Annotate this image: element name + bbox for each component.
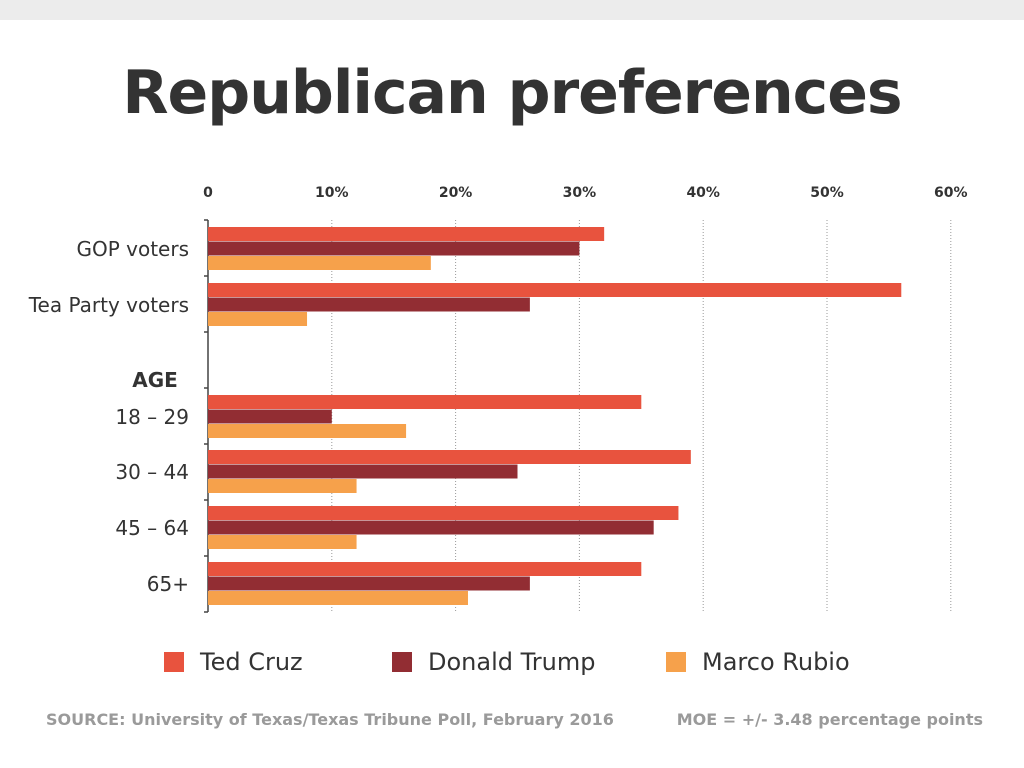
x-tick-label: 50%: [810, 185, 844, 201]
bar-chart: 0 10% 20% 30% 40% 50% 60% GOP voters Tea Party v…: [28, 185, 968, 613]
legend-label-donald-trump: Donald Trump: [428, 648, 596, 676]
x-tick-label: 30%: [563, 185, 597, 201]
source-note: SOURCE: University of Texas/Texas Tribun…: [46, 710, 614, 729]
x-tick-label: 40%: [686, 185, 720, 201]
legend-item-marco-rubio: Marco Rubio: [666, 645, 850, 679]
moe-note: MOE = +/- 3.48 percentage points: [676, 710, 983, 729]
legend-swatch-marco-rubio: [666, 652, 686, 672]
bar-marco-rubio-gop-voters: [208, 256, 431, 270]
bar-ted-cruz-tea-party-voters: [208, 283, 902, 297]
x-tick-label: 60%: [934, 185, 968, 201]
bar-donald-trump-30-44: [208, 464, 518, 479]
category-label-45-64: 45 – 64: [115, 516, 189, 540]
bar-marco-rubio-30-44: [208, 479, 357, 493]
top-bar: [0, 0, 1024, 20]
bar-donald-trump-gop-voters: [208, 241, 580, 256]
section-label-age: AGE: [132, 368, 178, 392]
bar-donald-trump-65: [208, 576, 530, 591]
bar-marco-rubio-65: [208, 591, 468, 605]
x-tick-label: 10%: [315, 185, 349, 201]
legend-item-ted-cruz: Ted Cruz: [164, 645, 303, 679]
bar-donald-trump-tea-party-voters: [208, 297, 530, 312]
legend-item-donald-trump: Donald Trump: [392, 645, 595, 679]
bar-donald-trump-45-64: [208, 520, 654, 535]
chart-title: Republican preferences: [122, 58, 902, 128]
category-label-65: 65+: [147, 572, 189, 596]
legend-swatch-donald-trump: [392, 652, 412, 672]
bar-ted-cruz-65: [208, 562, 642, 576]
category-label-30-44: 30 – 44: [115, 460, 189, 484]
bar-ted-cruz-18-29: [208, 395, 642, 409]
category-label-18-29: 18 – 29: [115, 405, 189, 429]
bar-marco-rubio-tea-party-voters: [208, 312, 308, 326]
bar-ted-cruz-gop-voters: [208, 227, 605, 241]
bar-ted-cruz-45-64: [208, 506, 679, 520]
legend-label-ted-cruz: Ted Cruz: [200, 648, 303, 676]
bar-donald-trump-18-29: [208, 409, 332, 424]
legend-label-marco-rubio: Marco Rubio: [702, 648, 850, 676]
legend-swatch-ted-cruz: [164, 652, 184, 672]
bar-marco-rubio-18-29: [208, 424, 407, 438]
bar-ted-cruz-30-44: [208, 450, 691, 464]
x-tick-label: 0: [203, 185, 213, 201]
bar-marco-rubio-45-64: [208, 535, 357, 549]
category-label-tea-party-voters: Tea Party voters: [28, 293, 189, 317]
x-tick-label: 20%: [439, 185, 473, 201]
category-label-gop-voters: GOP voters: [76, 237, 189, 261]
